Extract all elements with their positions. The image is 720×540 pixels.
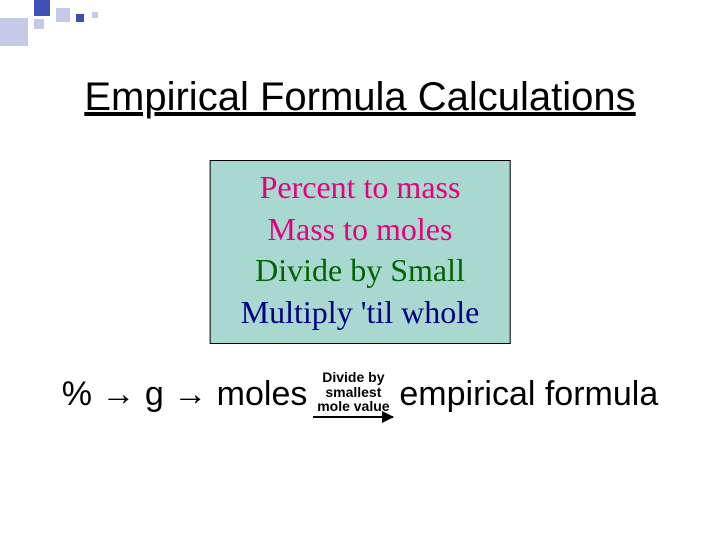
deco-square: [34, 0, 50, 16]
mnemonic-line: Multiply 'til whole: [241, 292, 480, 334]
corner-decoration: [0, 0, 150, 40]
arrow-label-2: smallest: [325, 385, 381, 400]
flow-row: % → g → moles Divide by smallest mole va…: [0, 370, 720, 418]
arrow-label-3: mole value: [317, 399, 389, 414]
mnemonic-line: Divide by Small: [241, 250, 480, 292]
flow-arrow: Divide by smallest mole value: [313, 370, 393, 418]
deco-square: [0, 18, 28, 46]
mnemonic-line: Mass to moles: [241, 209, 480, 251]
mnemonic-line: Percent to mass: [241, 167, 480, 209]
arrow-line-icon: [313, 416, 393, 418]
deco-square: [34, 19, 44, 29]
deco-square: [92, 12, 98, 18]
flow-left-text: % → g → moles: [62, 375, 308, 414]
flow-right-text: empirical formula: [399, 375, 658, 414]
arrow-label-1: Divide by: [322, 370, 384, 385]
page-title: Empirical Formula Calculations: [84, 75, 635, 120]
mnemonic-box: Percent to massMass to molesDivide by Sm…: [210, 160, 511, 344]
deco-square: [56, 8, 70, 22]
deco-square: [76, 14, 84, 22]
